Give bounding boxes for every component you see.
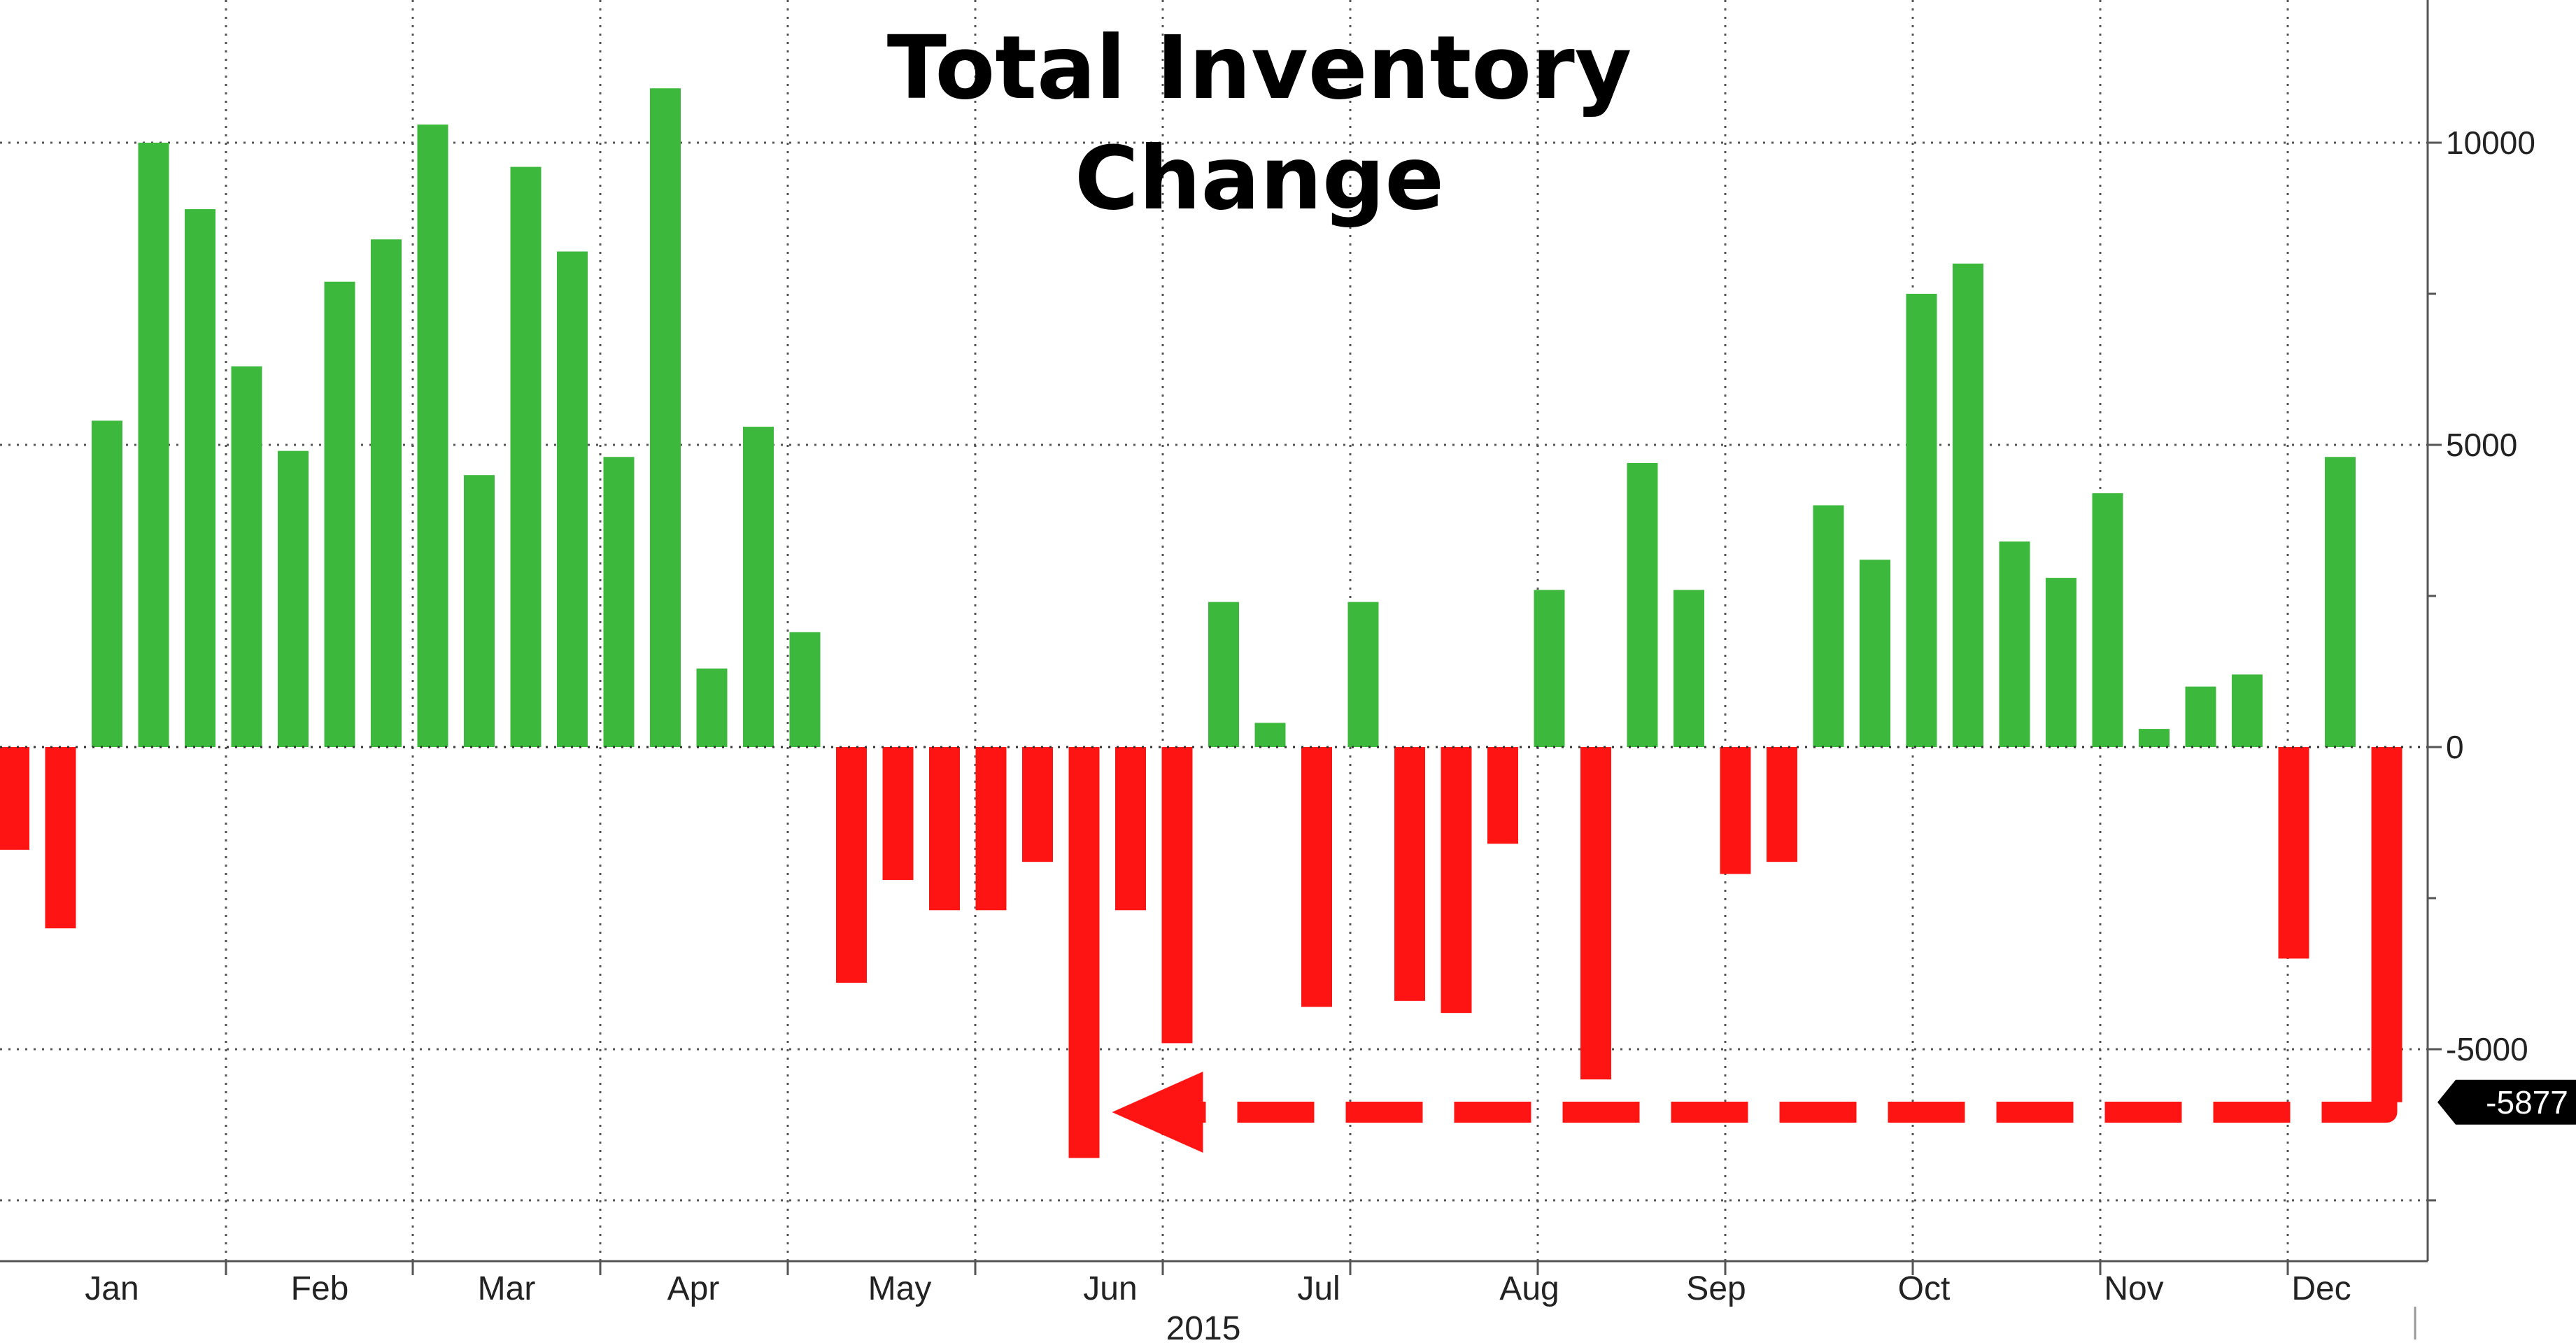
bar xyxy=(2139,729,2170,747)
x-tick-label: Jan xyxy=(85,1270,139,1307)
bar xyxy=(1161,747,1193,1044)
bar xyxy=(1115,747,1146,911)
bar xyxy=(1534,590,1565,747)
x-tick-label: Apr xyxy=(667,1270,720,1307)
x-tick-label: Nov xyxy=(2104,1270,2163,1307)
x-tick-label: Feb xyxy=(291,1270,349,1307)
bar xyxy=(882,747,914,881)
bar xyxy=(743,427,774,747)
x-tick-label: Jul xyxy=(1297,1270,1340,1307)
x-tick-label: Dec xyxy=(2291,1270,2351,1307)
bar xyxy=(1487,747,1518,844)
callout-box xyxy=(2437,1079,2576,1125)
bar xyxy=(510,166,542,747)
chart-title-line-2: Change xyxy=(1075,128,1444,229)
bar xyxy=(45,747,76,929)
chart-title-line-1: Total Inventory xyxy=(887,17,1632,119)
x-tick-label: Mar xyxy=(478,1270,536,1307)
bar xyxy=(836,747,867,983)
bar xyxy=(185,209,215,747)
last-value-callout: -5877 xyxy=(2437,1079,2576,1125)
bar xyxy=(1767,747,1797,862)
bar xyxy=(464,475,495,747)
arrow-head xyxy=(1112,1072,1203,1153)
bar xyxy=(2278,747,2309,959)
y-tick-label: 10000 xyxy=(2446,125,2535,161)
bar xyxy=(1208,602,1239,747)
arrow-shaft xyxy=(1203,775,2398,1123)
bar xyxy=(975,747,1007,911)
bar xyxy=(557,251,588,747)
bar xyxy=(1813,505,1844,747)
annotation-arrow xyxy=(1112,775,2398,1153)
bar xyxy=(1860,560,1890,747)
y-tick-label: 5000 xyxy=(2446,427,2517,463)
bar xyxy=(0,747,29,850)
x-tick-label: Oct xyxy=(1898,1270,1951,1307)
bar xyxy=(417,125,448,747)
bar xyxy=(278,450,309,747)
x-tick-label: Jun xyxy=(1083,1270,1137,1307)
bar xyxy=(1720,747,1751,874)
y-axis-ticks: 10000 5000 0 -5000 xyxy=(2428,125,2535,1202)
bar xyxy=(1394,747,1425,1001)
bars xyxy=(0,88,2402,1158)
x-tick-label: May xyxy=(868,1270,932,1307)
bar xyxy=(696,668,728,747)
bar xyxy=(1254,723,1286,747)
y-tick-label: 0 xyxy=(2446,729,2464,765)
grid xyxy=(0,0,2428,1261)
bar xyxy=(1301,747,1332,1007)
bar xyxy=(1999,541,2030,747)
bar xyxy=(650,88,681,748)
bar xyxy=(789,632,821,747)
axes xyxy=(0,0,2429,1340)
bar xyxy=(1441,747,1472,1014)
bar xyxy=(1068,747,1100,1158)
bar xyxy=(2185,686,2216,747)
bar xyxy=(1906,294,1937,747)
bar xyxy=(603,457,635,747)
bar xyxy=(138,143,169,747)
x-axis-year-label: 2015 xyxy=(1166,1310,1241,1343)
bar xyxy=(1673,590,1704,747)
x-tick-label: Aug xyxy=(1499,1270,1559,1307)
bar xyxy=(92,420,122,747)
bar xyxy=(2232,674,2263,747)
x-axis-months: Jan Feb Mar Apr May Jun Jul Aug Sep Oct Nov Dec xyxy=(85,1261,2351,1307)
bar xyxy=(1627,462,1658,747)
bar xyxy=(1347,602,1379,747)
bar xyxy=(929,747,960,911)
x-tick-label: Sep xyxy=(1686,1270,1746,1307)
bar xyxy=(2325,457,2356,747)
bar xyxy=(2046,578,2076,747)
bar xyxy=(2092,493,2123,747)
bar xyxy=(1022,747,1053,862)
bar xyxy=(1580,747,1611,1080)
bar xyxy=(324,281,355,748)
bar xyxy=(1953,263,1983,747)
bar xyxy=(231,366,262,747)
bar xyxy=(371,239,402,747)
y-tick-label: -5000 xyxy=(2446,1031,2528,1067)
callout-label: -5877 xyxy=(2486,1084,2568,1121)
